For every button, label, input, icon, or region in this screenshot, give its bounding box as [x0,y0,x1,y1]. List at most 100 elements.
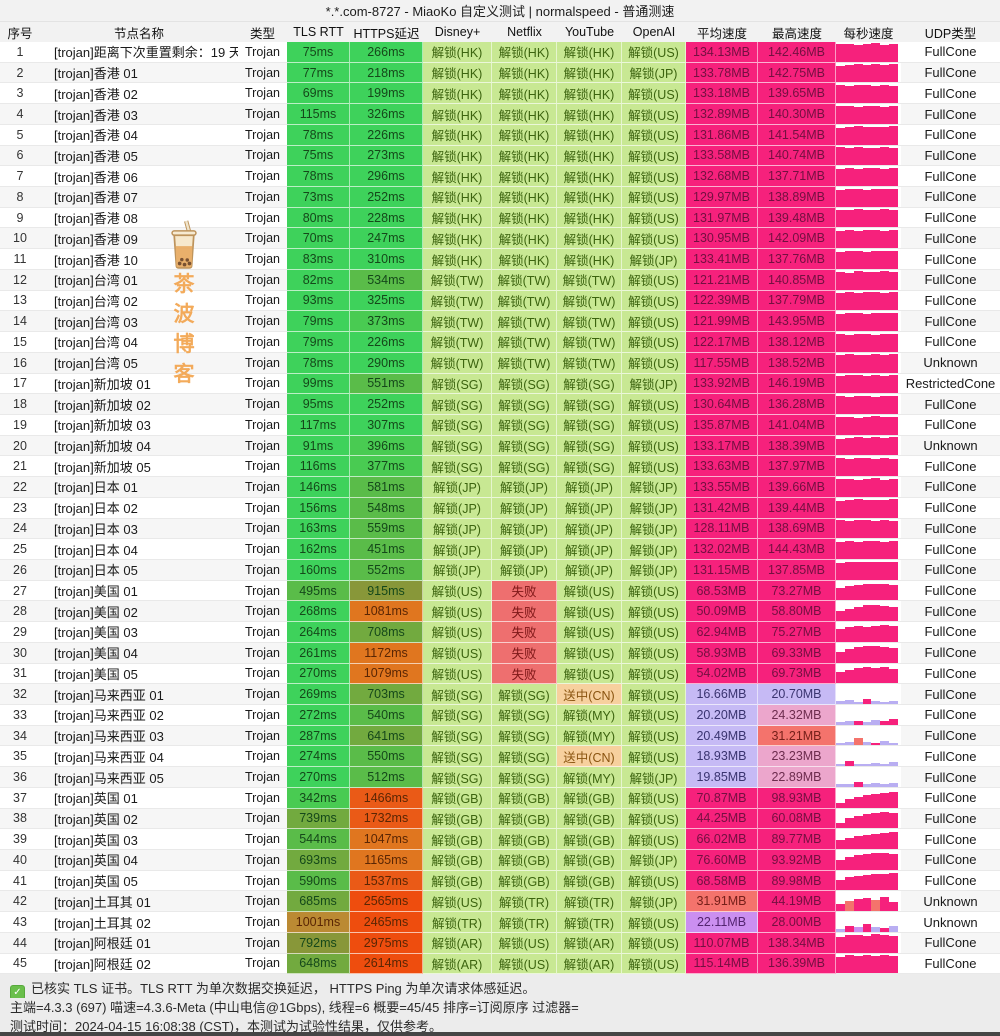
cell-disney: 解锁(HK) [423,207,492,229]
cell-avg-speed: 20.49MB [686,725,758,747]
speed-bar [871,853,881,870]
cell-max-speed: 137.79MB [758,290,836,312]
header-tls-rtt: TLS RTT [293,25,344,39]
cell-netflix: 解锁(TR) [492,891,557,913]
cell-index: 25 [0,539,40,560]
speed-bar [871,458,881,477]
cell-max-speed: 141.04MB [758,414,836,436]
cell-youtube: 解锁(TW) [557,311,622,333]
cell-openai: 解锁(US) [622,787,686,809]
cell-speed-graph [836,166,901,188]
cell-youtube: 解锁(HK) [557,166,622,188]
speed-bars [836,126,899,145]
cell-youtube: 解锁(JP) [557,559,622,581]
cell-avg-speed: 70.87MB [686,787,758,809]
cell-speed-graph [836,829,901,851]
cell-openai: 解锁(JP) [622,477,686,498]
cell-type: Trojan [238,352,287,374]
speed-bar [889,437,899,456]
table-row: 4 [trojan]香港 03 Trojan 115ms 326ms 解锁(HK) 解锁(H… [0,104,1000,125]
cell-node-name: [trojan]香港 02 [40,83,238,105]
speed-bars [836,312,899,332]
speed-bar [844,955,854,974]
cell-tls-rtt: 739ms [287,808,350,830]
cell-udp-type: FullCone [901,518,1000,540]
cell-openai: 解锁(JP) [622,249,686,270]
cell-type: Trojan [238,394,287,415]
cell-udp-type: FullCone [901,290,1000,312]
cell-openai: 解锁(US) [622,435,686,457]
speed-bar [880,764,890,767]
cell-node-name: [trojan]新加坡 05 [40,456,238,478]
cell-https-latency: 2465ms [350,912,423,933]
cell-type: Trojan [238,953,287,975]
cell-index: 43 [0,912,40,933]
speed-bar [871,812,881,829]
cell-tls-rtt: 274ms [287,746,350,768]
cell-tls-rtt: 342ms [287,787,350,809]
cell-speed-graph [836,228,901,250]
table-row: 42 [trojan]土耳其 01 Trojan 685ms 2565ms 解锁(US) 解… [0,891,1000,913]
cell-node-name: [trojan]新加坡 02 [40,394,238,415]
speed-bar [836,314,845,332]
header-youtube: YouTube [564,25,615,39]
cell-node-name: [trojan]日本 04 [40,539,238,560]
cell-netflix: 解锁(TW) [492,352,557,374]
cell-disney: 解锁(AR) [423,953,492,975]
table-row: 39 [trojan]英国 03 Trojan 544ms 1047ms 解锁(GB) 解锁… [0,829,1000,851]
cell-max-speed: 136.39MB [758,953,836,975]
speed-bar [836,859,845,870]
speed-bar [853,64,863,83]
cell-https-latency: 326ms [350,104,423,125]
cell-netflix: 解锁(JP) [492,477,557,498]
speed-bar [836,500,845,518]
speed-bars [836,478,899,497]
header-avg-speed: 平均速度 [696,26,747,41]
speed-bar [880,209,890,228]
cell-avg-speed: 133.63MB [686,456,758,478]
cell-https-latency: 2565ms [350,891,423,913]
speed-bar [862,334,872,352]
cell-type: Trojan [238,642,287,664]
cell-openai: 解锁(US) [622,456,686,478]
cell-speed-graph [836,477,901,498]
cell-avg-speed: 133.92MB [686,373,758,395]
cell-https-latency: 915ms [350,580,423,602]
speed-bar [836,784,845,787]
speed-bars [836,747,899,767]
speed-bar [871,313,881,332]
cell-udp-type: FullCone [901,414,1000,436]
cell-tls-rtt: 146ms [287,477,350,498]
cell-max-speed: 143.95MB [758,311,836,333]
speed-bars [836,84,899,104]
speed-bar [880,935,890,953]
speed-bar [880,741,890,746]
cell-https-latency: 540ms [350,705,423,726]
cell-https-latency: 552ms [350,559,423,581]
cell-tls-rtt: 261ms [287,642,350,664]
cell-max-speed: 137.85MB [758,559,836,581]
cell-disney: 解锁(JP) [423,497,492,519]
cell-node-name: [trojan]美国 03 [40,622,238,643]
speed-bar [853,44,863,62]
cell-type: Trojan [238,787,287,809]
speed-bar [862,376,872,394]
cell-udp-type: FullCone [901,684,1000,705]
speed-bar [836,587,845,601]
speed-bars [836,623,899,642]
speed-bar [880,520,890,539]
speed-bars [836,768,899,787]
cell-speed-graph [836,953,901,975]
speed-bar [853,417,863,435]
table-row: 1 [trojan]距离下次重置剩余：19 天 Trojan 75ms 266ms 解锁(… [0,42,1000,63]
cell-openai: 解锁(JP) [622,518,686,540]
speed-bars [836,582,899,601]
speed-bar [862,500,872,518]
cell-node-name: [trojan]香港 03 [40,104,238,125]
cell-type: Trojan [238,622,287,643]
cell-avg-speed: 122.39MB [686,290,758,312]
cell-udp-type: FullCone [901,932,1000,954]
cell-disney: 解锁(AR) [423,932,492,954]
cell-https-latency: 252ms [350,394,423,415]
